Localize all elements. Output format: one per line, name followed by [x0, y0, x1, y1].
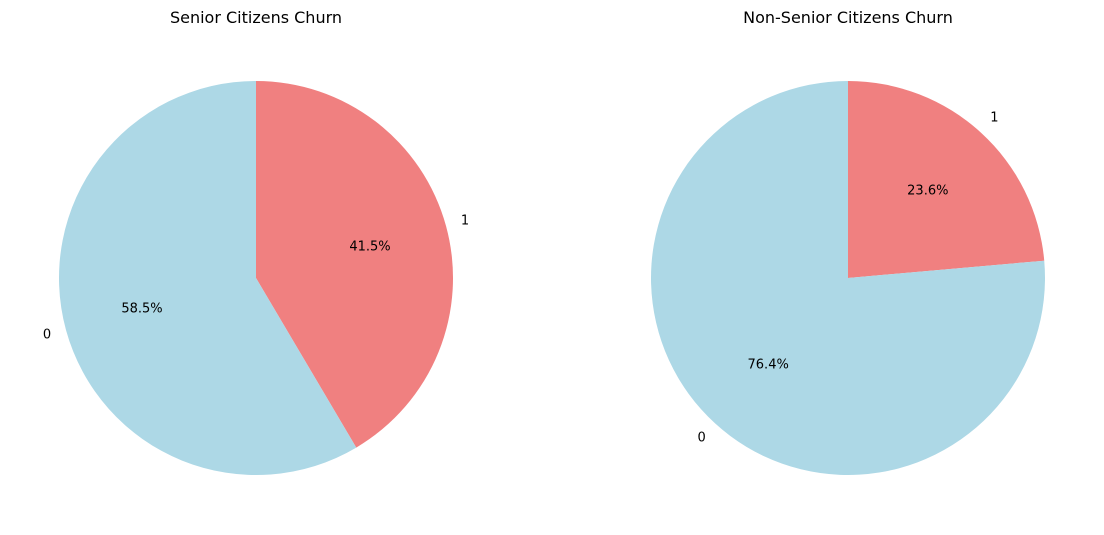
pie-percent-label: 41.5%	[349, 239, 390, 254]
pie-slice-1	[848, 81, 1045, 278]
pie-percent-label: 58.5%	[121, 302, 162, 317]
pie-category-label: 1	[461, 213, 469, 228]
pie-title: Non-Senior Citizens Churn	[743, 8, 953, 27]
pie-category-label: 0	[43, 328, 51, 343]
pie-slice-1	[256, 81, 453, 448]
pie-slice-0	[58, 80, 357, 475]
senior-citizens-pie: Senior Citizens Churn 58.5% 0 41.5% 1	[43, 8, 469, 475]
non-senior-citizens-pie: Non-Senior Citizens Churn 76.4% 0 23.6% 1	[651, 8, 1045, 475]
pie-percent-label: 76.4%	[748, 358, 789, 373]
pie-category-label: 1	[990, 111, 998, 126]
pie-title: Senior Citizens Churn	[170, 8, 342, 27]
pie-percent-label: 23.6%	[907, 183, 948, 198]
pie-slice-0	[651, 81, 1045, 475]
pie-category-label: 0	[698, 430, 706, 445]
